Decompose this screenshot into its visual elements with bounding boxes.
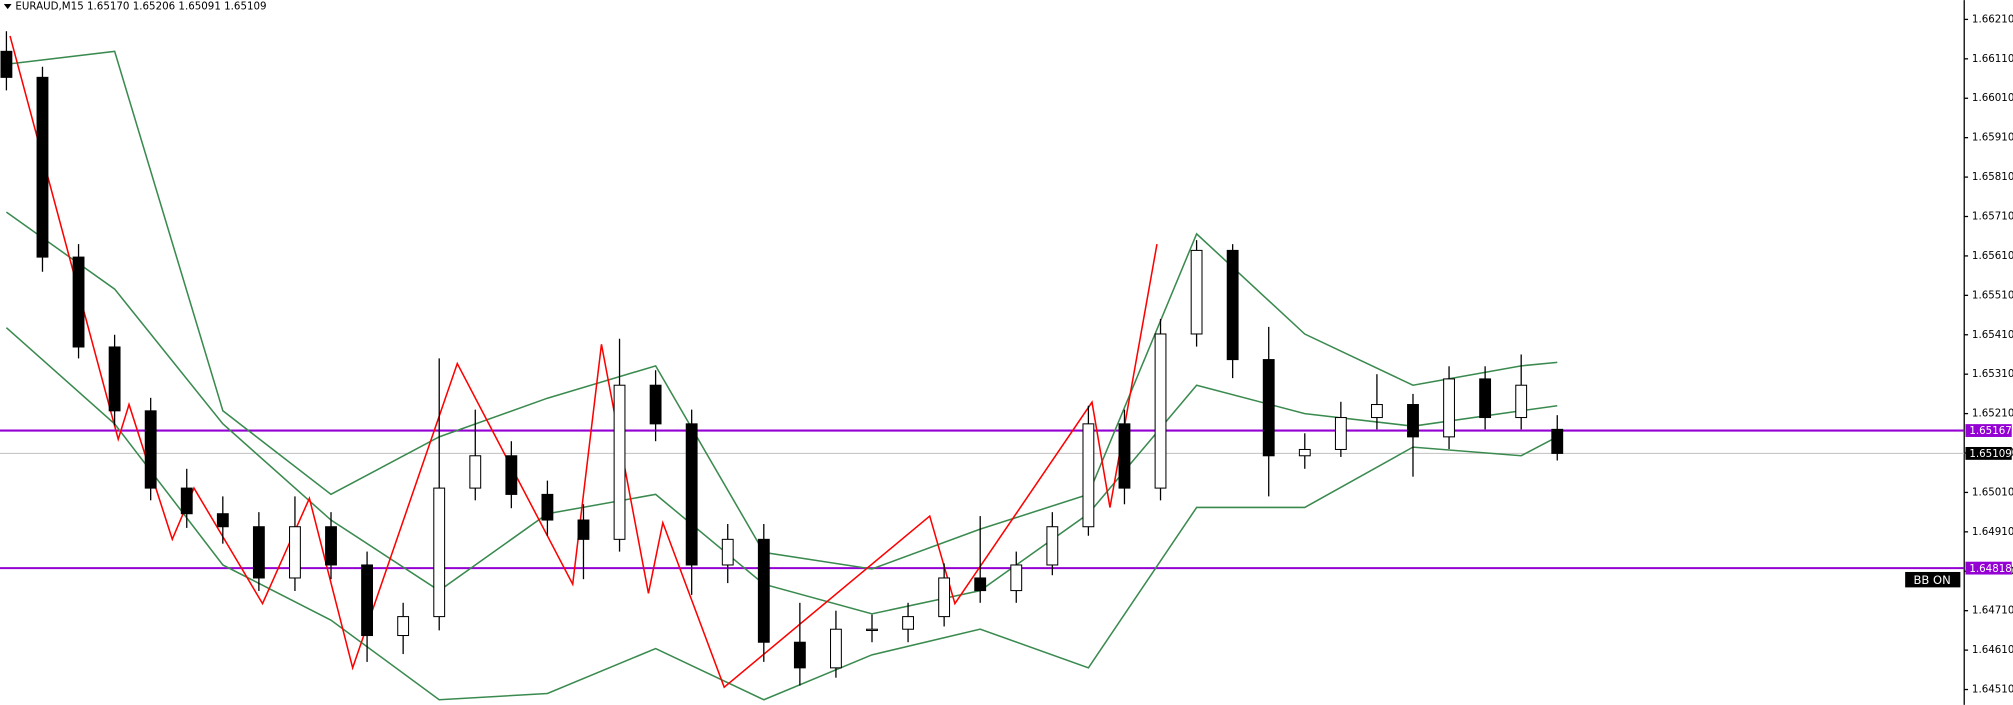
candle-body [469, 455, 482, 489]
candle-body [649, 384, 662, 425]
price-tag-label: 1.65167 [1969, 425, 2011, 437]
indicator-line [5, 327, 1558, 701]
y-tick-label: 1.64710 [1972, 605, 2013, 617]
y-tick-label: 1.65610 [1972, 250, 2013, 262]
y-tick-label: 1.64610 [1972, 644, 2013, 656]
candle-body [1118, 423, 1131, 489]
indicator-line [6, 50, 1558, 570]
candle-body [72, 256, 85, 348]
price-tag [1965, 446, 2012, 460]
candle-body [1551, 428, 1564, 454]
candle-body [1443, 378, 1455, 438]
candle-body [1370, 404, 1383, 419]
y-tick-label: 1.66010 [1972, 92, 2013, 104]
candle-body [397, 616, 410, 637]
y-tick-label: 1.66110 [1972, 53, 2013, 65]
annotation-box [1905, 571, 1961, 588]
candle-body [1190, 249, 1203, 335]
candle-body [1082, 423, 1095, 528]
candle-body [252, 526, 265, 579]
candle-body [613, 384, 626, 540]
price-tag [1965, 424, 2012, 437]
y-tick-label: 1.64510 [1972, 684, 2013, 696]
candle-body [577, 519, 590, 540]
y-tick-label: 1.65910 [1972, 132, 2013, 144]
candle-body [1262, 359, 1275, 457]
candle-body [1010, 564, 1023, 592]
candle-body [757, 538, 770, 643]
candle-body [1334, 417, 1347, 450]
price-tag-label: 1.65109 [1969, 448, 2011, 460]
candle-body [902, 616, 914, 630]
candle-body [1407, 404, 1419, 438]
candle-body [108, 346, 121, 412]
indicator-line [9, 35, 1158, 689]
y-tick-label: 1.65410 [1972, 329, 2013, 341]
candle-body [505, 455, 518, 495]
candle-body [0, 50, 13, 78]
symbol-header: EURAUD,M15 1.65170 1.65206 1.65091 1.651… [15, 1, 266, 13]
candle-body [1154, 333, 1167, 489]
candle-body [1515, 384, 1528, 419]
candle-body [144, 410, 157, 489]
y-tick-label: 1.65510 [1972, 289, 2013, 301]
candle-body [938, 577, 951, 618]
candle-body [361, 564, 374, 637]
candle-body [289, 526, 301, 579]
price-tag-label: 1.64818 [1969, 563, 2011, 575]
y-tick-label: 1.65010 [1972, 486, 2013, 498]
price-tag [1965, 561, 2012, 575]
candle-body [721, 538, 734, 566]
y-tick-label: 1.65310 [1972, 368, 2013, 380]
y-tick-label: 1.66210 [1972, 13, 2013, 25]
candle-body [866, 628, 878, 632]
candle-body [433, 487, 446, 618]
candle-body [685, 423, 698, 566]
y-tick-label: 1.65210 [1972, 408, 2013, 420]
candle-body [974, 577, 987, 592]
annotation: BB ON [1913, 573, 1950, 587]
candle-body [216, 513, 229, 528]
indicator-line [5, 211, 1558, 615]
y-tick-label: 1.65710 [1972, 211, 2013, 223]
candle-body [830, 628, 842, 669]
menu-triangle[interactable] [3, 3, 12, 10]
y-tick-label: 1.64910 [1972, 526, 2013, 538]
candle-body [541, 493, 554, 521]
candle-body [180, 487, 193, 515]
candle-body [1046, 526, 1059, 566]
y-tick-label: 1.65810 [1972, 171, 2013, 183]
candle-body [36, 76, 49, 258]
candle-body [1479, 378, 1492, 419]
candle-body [1226, 249, 1239, 361]
candle-body [325, 526, 337, 566]
candle-body [793, 641, 806, 669]
candle-body [1298, 448, 1311, 457]
